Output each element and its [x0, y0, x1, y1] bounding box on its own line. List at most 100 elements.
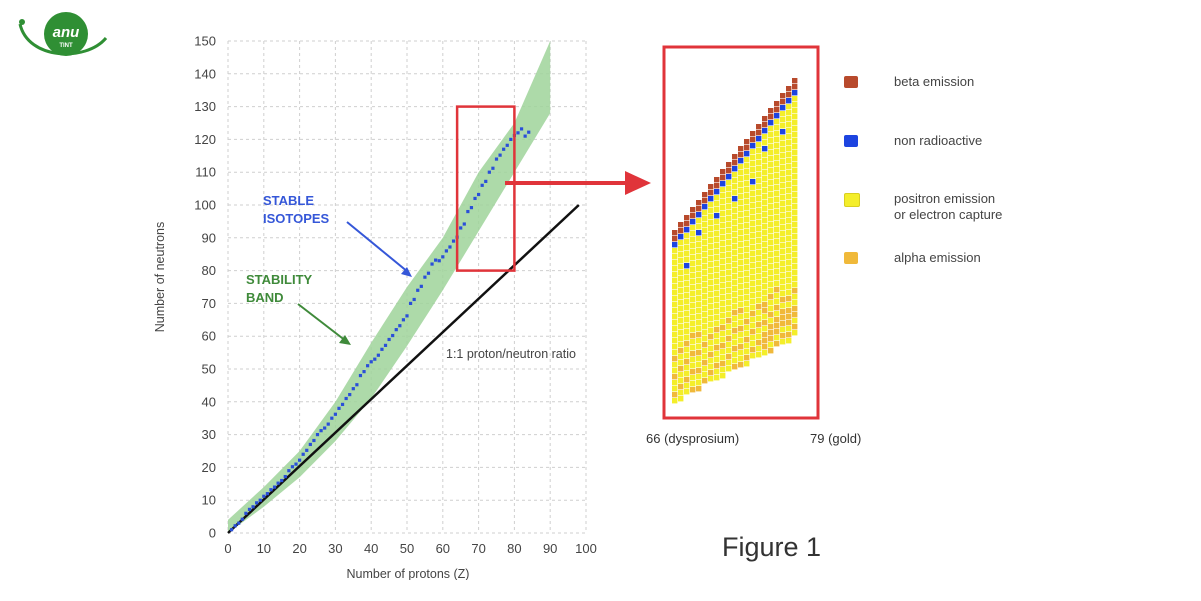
positron-emission-cell [684, 323, 690, 329]
positron-emission-cell [738, 206, 744, 212]
positron-emission-cell [762, 152, 768, 158]
positron-emission-cell [732, 274, 738, 280]
positron-emission-cell [732, 256, 738, 262]
positron-emission-cell [696, 242, 702, 248]
beta-emission-cell [684, 215, 690, 221]
alpha-emission-cell [744, 337, 750, 343]
positron-emission-cell [750, 353, 756, 359]
stable-isotope-point [294, 462, 298, 466]
alpha-emission-cell [768, 336, 774, 342]
alpha-emission-cell [762, 302, 768, 308]
positron-emission-cell [678, 390, 684, 396]
positron-emission-cell [702, 264, 708, 270]
positron-emission-cell [696, 320, 702, 326]
positron-emission-cell [744, 157, 750, 163]
positron-emission-cell [750, 167, 756, 173]
positron-emission-cell [792, 246, 798, 252]
positron-emission-cell [744, 247, 750, 253]
positron-emission-cell [720, 373, 726, 379]
positron-emission-cell [678, 318, 684, 324]
positron-emission-cell [780, 189, 786, 195]
beta-emission-cell [780, 99, 786, 105]
positron-emission-cell [672, 284, 678, 290]
positron-emission-cell [744, 313, 750, 319]
positron-emission-cell [678, 306, 684, 312]
positron-emission-cell [690, 291, 696, 297]
stable-isotope-point [459, 226, 463, 230]
alpha-emission-cell [720, 343, 726, 349]
non-radioactive-cell [774, 113, 780, 119]
stable-isotope-point [423, 275, 427, 279]
positron-emission-cell [720, 193, 726, 199]
stable-isotope-point [355, 383, 359, 387]
positron-emission-cell [732, 298, 738, 304]
positron-emission-cell [702, 216, 708, 222]
positron-emission-cell [714, 333, 720, 339]
positron-emission-cell [786, 230, 792, 236]
stable-isotope-point [502, 147, 506, 151]
positron-emission-cell [726, 300, 732, 306]
positron-emission-cell [720, 331, 726, 337]
alpha-emission-cell [672, 374, 678, 380]
stable-isotope-point [491, 166, 495, 170]
alpha-emission-cell [774, 305, 780, 311]
positron-emission-cell [672, 308, 678, 314]
positron-emission-cell [702, 288, 708, 294]
stable-isotope-point [387, 337, 391, 342]
beta-emission-cell [792, 84, 798, 90]
positron-emission-cell [714, 195, 720, 201]
positron-emission-cell [720, 253, 726, 259]
positron-emission-cell [726, 210, 732, 216]
stable-isotopes-label-line1: STABLE [263, 193, 314, 208]
positron-emission-cell [690, 321, 696, 327]
positron-emission-cell [732, 208, 738, 214]
positron-emission-cell [708, 376, 714, 382]
non-radioactive-cell [732, 196, 738, 202]
positron-emission-cell [678, 354, 684, 360]
stable-isotope-point [348, 392, 352, 397]
alpha-emission-cell [708, 370, 714, 376]
positron-emission-cell [744, 343, 750, 349]
positron-emission-cell [726, 264, 732, 270]
non-radioactive-cell [732, 166, 738, 172]
positron-emission-cell [690, 357, 696, 363]
positron-emission-cell [672, 386, 678, 392]
positron-emission-cell [726, 222, 732, 228]
beta-emission-cell [756, 124, 762, 130]
positron-emission-cell [768, 126, 774, 132]
positron-emission-cell [768, 300, 774, 306]
legend-item-positron: positron emission or electron capture [838, 188, 1078, 228]
positron-emission-cell [768, 204, 774, 210]
positron-emission-cell [762, 278, 768, 284]
positron-emission-cell [720, 259, 726, 265]
positron-emission-cell [774, 233, 780, 239]
positron-emission-cell [774, 179, 780, 185]
positron-emission-cell [708, 214, 714, 220]
positron-emission-cell [780, 207, 786, 213]
positron-emission-cell [684, 275, 690, 281]
stable-isotope-point [405, 314, 409, 318]
positron-emission-cell [786, 146, 792, 152]
positron-emission-cell [762, 350, 768, 356]
positron-emission-cell [708, 250, 714, 256]
stable-isotopes-label-line2: ISOTOPES [263, 211, 330, 226]
positron-emission-cell [732, 304, 738, 310]
positron-emission-cell [756, 190, 762, 196]
positron-emission-cell [738, 284, 744, 290]
alpha-emission-cell [780, 333, 786, 339]
positron-emission-cell [732, 238, 738, 244]
positron-emission-cell [786, 140, 792, 146]
positron-emission-cell [738, 248, 744, 254]
positron-emission-cell [768, 282, 774, 288]
stable-isotope-point [462, 222, 466, 226]
positron-emission-cell [690, 297, 696, 303]
positron-emission-cell [672, 272, 678, 278]
positron-emission-cell [768, 168, 774, 174]
alpha-emission-cell [738, 344, 744, 350]
positron-emission-cell [738, 350, 744, 356]
positron-emission-cell [678, 330, 684, 336]
alpha-emission-cell [768, 294, 774, 300]
positron-emission-cell [756, 262, 762, 268]
positron-emission-cell [780, 153, 786, 159]
positron-emission-cell [726, 252, 732, 258]
